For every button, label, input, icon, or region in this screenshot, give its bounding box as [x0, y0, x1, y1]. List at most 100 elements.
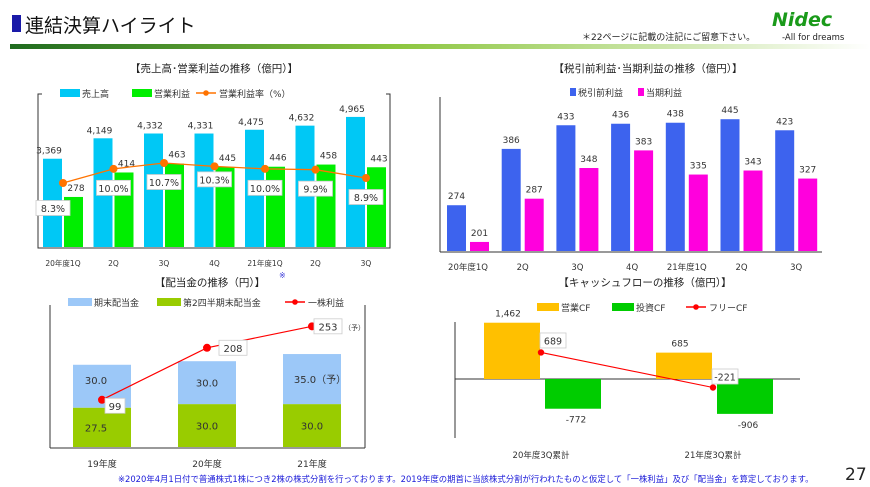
operating-profit-data-label: 458 [320, 152, 337, 162]
year-end-dividend-bar [283, 354, 341, 405]
footnote: ※2020年4月1日付で普通株式1株につき2株の株式分割を行っております。201… [118, 474, 814, 484]
pretax-income-bar [501, 148, 521, 251]
header-note: ＊22ページに記載の注記にご留意下さい。 [582, 31, 755, 43]
pretax-income-data-label: 433 [557, 112, 574, 122]
interim-dividend-bar [283, 404, 341, 447]
operating-profit-data-label: 278 [67, 184, 84, 194]
operating-profit-data-label: 414 [118, 159, 135, 169]
pretax-income-data-label: 423 [776, 117, 793, 127]
eps-label-box [218, 339, 248, 356]
legend-label: 営業利益 [154, 88, 190, 100]
net-income-data-label: 327 [799, 166, 816, 176]
net-income-data-label: 335 [690, 162, 707, 172]
operating-profit-bar [316, 164, 336, 247]
legend-label: 期末配当金 [94, 297, 139, 309]
legend-marker [292, 299, 298, 305]
pretax-income-data-label: 436 [612, 111, 629, 121]
chart-frame [37, 93, 391, 249]
investing-cf-bar [545, 379, 601, 409]
net-income-bar [470, 241, 489, 251]
operating-margin-point [261, 164, 269, 173]
eps-data-label: 253 [318, 322, 337, 333]
eps-data-label: 99 [109, 402, 122, 413]
operating-margin-point [362, 174, 370, 183]
pretax-income-bar [611, 123, 631, 251]
sales-data-label: 4,475 [238, 118, 264, 128]
legend-swatch [537, 303, 559, 311]
chart-title: 【配当金の推移（円）】 [155, 276, 265, 289]
operating-margin-data-label: 9.9% [303, 185, 327, 196]
header-divider [10, 44, 870, 49]
eps-data-label: 208 [223, 344, 242, 355]
page-title: 連結決算ハイライト [25, 15, 196, 37]
legend-label: 営業CF [561, 302, 590, 314]
investing-cf-label: -772 [566, 416, 586, 426]
interim-dividend-label: 30.0 [196, 422, 218, 433]
operating-cf-label: 685 [671, 340, 688, 350]
x-tick-label: 20年度 [192, 458, 221, 470]
eps-point [98, 395, 106, 404]
chart-title: 【税引前利益･当期利益の推移（億円）】 [554, 62, 743, 75]
x-tick-label: 3Q [361, 259, 372, 268]
net-income-data-label: 287 [526, 186, 543, 196]
year-end-dividend-label: 35.0（予） [294, 374, 346, 386]
sales-data-label: 4,331 [188, 122, 214, 132]
sales-data-label: 4,965 [339, 105, 365, 115]
pretax-income-data-label: 274 [448, 192, 465, 202]
net-income-data-label: 201 [471, 229, 488, 239]
x-tick-label: 4Q [626, 263, 638, 273]
margin-label-box [298, 180, 333, 197]
x-tick-label: 20年度1Q [45, 258, 80, 268]
free-cf-data-label: -221 [714, 373, 736, 384]
legend-label: 税引前利益 [578, 87, 623, 99]
operating-margin-data-label: 10.0% [98, 184, 128, 195]
interim-dividend-label: 30.0 [301, 422, 323, 433]
operating-margin-point [311, 165, 320, 174]
legend-label: 営業利益率（%） [219, 88, 291, 100]
legend-swatch [132, 89, 152, 97]
year-end-dividend-bar [178, 361, 236, 405]
operating-margin-point [160, 159, 168, 168]
operating-cf-bar [656, 352, 712, 379]
legend-label: 一株利益 [308, 297, 344, 309]
margin-label-box [247, 179, 283, 196]
sales-bar [194, 133, 214, 247]
net-income-bar [798, 178, 818, 251]
x-tick-label: 4Q [209, 259, 220, 268]
operating-margin-point [210, 162, 219, 171]
net-income-data-label: 343 [744, 158, 761, 168]
free-cf-point [537, 349, 545, 356]
legend-marker [203, 90, 209, 96]
legend-swatch [612, 303, 634, 311]
margin-label-box [197, 171, 232, 188]
free-cf-label-box [711, 368, 739, 385]
sales-data-label: 4,149 [87, 126, 113, 136]
free-cf-label-box [539, 332, 567, 349]
x-tick-label: 21年度1Q [667, 262, 707, 273]
operating-margin-data-label: 10.0% [250, 184, 280, 195]
net-income-bar [579, 168, 599, 251]
x-tick-label: 3Q [159, 259, 170, 268]
title-footnote-mark: ※ [279, 271, 286, 280]
chart-title: 【キャッシュフローの推移（億円）】 [558, 276, 731, 289]
operating-cf-label: 1,462 [495, 310, 521, 320]
dividend-chart: 【配当金の推移（円）】 ※ 期末配当金 第2四半期末配当金 一株利益 27.5 30.0 19… [49, 271, 366, 470]
operating-margin-data-label: 8.9% [354, 193, 378, 204]
eps-label-box [313, 318, 343, 335]
forecast-mark: （予） [344, 324, 365, 332]
legend-swatch [68, 298, 92, 306]
margin-label-box [35, 200, 71, 216]
net-income-bar [743, 170, 763, 251]
year-end-dividend-label: 30.0 [196, 379, 218, 390]
operating-profit-data-label: 463 [168, 151, 185, 161]
investing-cf-label: -906 [738, 421, 759, 431]
x-tick-label: 21年度 [297, 458, 326, 470]
interim-dividend-bar [73, 407, 131, 447]
free-cf-data-label: 689 [544, 336, 562, 347]
chart-title: 【売上高･営業利益の推移（億円）】 [130, 62, 298, 75]
operating-profit-bar [266, 166, 285, 247]
legend-label: 第2四半期末配当金 [183, 297, 261, 309]
sales-data-label: 4,332 [137, 122, 163, 132]
pretax-net-income-chart: 【税引前利益･当期利益の推移（億円）】税引前利益 当期利益 274 201 20年度1Q… [439, 62, 822, 273]
